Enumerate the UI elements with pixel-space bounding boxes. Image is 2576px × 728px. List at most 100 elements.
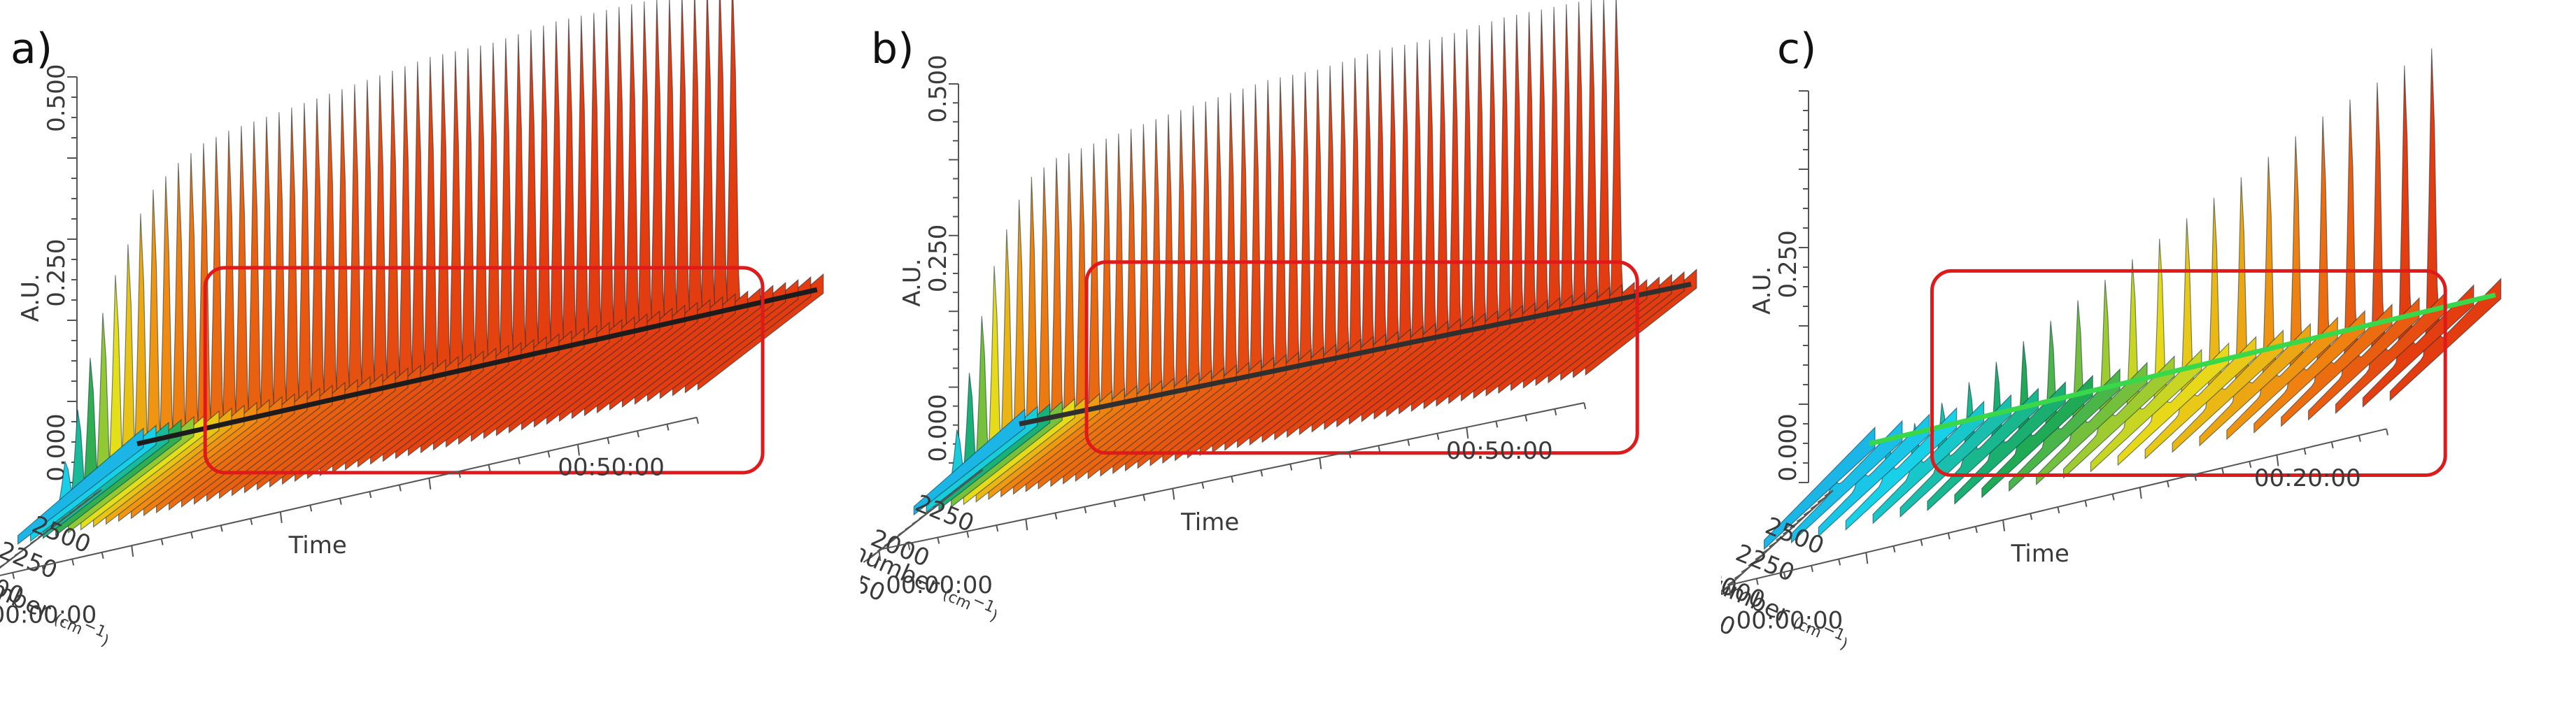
time-minor-tick [1348, 451, 1352, 459]
time-minor-tick [2084, 500, 2088, 507]
x-minor-tick [1824, 490, 1834, 497]
time-minor-tick [2030, 513, 2033, 520]
time-minor-tick [2276, 455, 2279, 466]
highlight-box [203, 266, 765, 475]
x-minor-tick [884, 539, 893, 547]
x-minor-tick [6, 555, 16, 563]
time-minor-tick [428, 478, 432, 490]
x-minor-tick [1741, 566, 1750, 573]
time-minor-tick [666, 424, 670, 431]
time-minor-tick [1495, 421, 1499, 428]
time-minor-tick [2249, 461, 2252, 469]
x-minor-tick [974, 469, 984, 476]
baseline-trace [136, 287, 818, 447]
time-minor-tick [2386, 429, 2389, 436]
x-minor-tick [1748, 559, 1757, 567]
time-axis-title: Time [2011, 540, 2069, 568]
x-minor-tick [946, 491, 956, 498]
time-tick-label: 00:00:00 [886, 571, 993, 599]
x-minor-tick [61, 513, 71, 520]
x-minor-tick [0, 562, 8, 569]
time-tick-label: 00:50:00 [558, 454, 665, 482]
time-minor-tick [1260, 470, 1264, 477]
time-minor-tick [1407, 439, 1410, 446]
surface-slice [1763, 426, 1876, 550]
time-minor-tick [1289, 464, 1293, 471]
x-minor-tick [1803, 508, 1813, 516]
y-tick-label: 0.500 [43, 64, 71, 132]
panel-b-chart: b)0.0000.2500.500A.U.225020001750Wavenum… [788, 0, 1697, 625]
x-minor-tick [1734, 572, 1743, 580]
time-minor-tick [250, 518, 253, 525]
time-axis-title: Time [288, 531, 347, 559]
time-minor-tick [966, 531, 970, 538]
x-minor-tick [919, 513, 928, 520]
time-minor-tick [696, 417, 700, 424]
time-minor-tick [2330, 441, 2334, 449]
time-minor-tick [369, 491, 372, 499]
time-minor-tick [1231, 476, 1234, 483]
surface [913, 0, 1697, 516]
time-minor-tick [1728, 585, 1732, 597]
x-minor-tick [37, 531, 48, 538]
x-minor-tick [1776, 534, 1785, 541]
x-minor-tick [953, 485, 963, 492]
x-minor-tick [932, 501, 942, 509]
time-minor-tick [190, 531, 194, 539]
baseline-trace [1019, 281, 1692, 427]
x-minor-tick [1810, 502, 1820, 510]
time-minor-tick [1466, 427, 1469, 439]
x-minor-tick [898, 529, 907, 536]
time-minor-tick [458, 471, 461, 478]
time-minor-tick [1201, 482, 1205, 489]
time-minor-tick [1974, 526, 1978, 534]
panel-label: a) [10, 24, 52, 73]
time-minor-tick [1378, 445, 1381, 452]
x-minor-tick [53, 519, 63, 527]
y-tick-label: 0.250 [43, 238, 71, 306]
y-tick-label: 0.000 [1774, 413, 1802, 481]
time-minor-tick [1865, 552, 1869, 564]
panel-c-chart: c)0.0000.250A.U.2500225020001750Wavenumb… [1638, 24, 2502, 654]
time-minor-tick [41, 565, 45, 573]
time-minor-tick [12, 572, 15, 579]
time-minor-tick [2166, 480, 2170, 487]
time-minor-tick [996, 524, 999, 532]
time-minor-tick [576, 444, 580, 456]
x-minor-tick [1727, 578, 1736, 586]
time-minor-tick [71, 559, 75, 566]
x-minor-tick [1783, 528, 1792, 535]
x-minor-tick [863, 556, 872, 563]
time-minor-tick [1054, 513, 1058, 520]
time-minor-tick [1838, 559, 1841, 566]
time-minor-tick [2139, 487, 2142, 499]
x-minor-tick [22, 543, 31, 550]
time-minor-tick [1583, 402, 1587, 410]
time-axis-title: Time [1180, 508, 1239, 536]
time-minor-tick [1142, 494, 1146, 501]
x-minor-tick [912, 518, 921, 525]
x-minor-tick [960, 480, 970, 487]
time-minor-tick [1892, 545, 1896, 552]
time-minor-tick [547, 450, 551, 458]
x-minor-tick [29, 537, 39, 545]
baseline-trace [1869, 292, 2496, 446]
time-minor-tick [878, 549, 882, 562]
panel-label: b) [871, 24, 914, 73]
panel-a-chart: a)0.0000.2500.500A.U.2500225020001750Wav… [0, 0, 824, 650]
time-minor-tick [2002, 520, 2006, 531]
y-axis-title: A.U. [17, 273, 45, 322]
x-minor-tick [926, 507, 935, 514]
time-minor-tick [309, 505, 313, 512]
y-tick-label: 0.500 [924, 55, 952, 122]
time-minor-tick [1524, 415, 1528, 422]
x-minor-tick [1817, 496, 1827, 504]
time-minor-tick [1920, 539, 1923, 546]
panel-label: c) [1777, 24, 1816, 73]
time-minor-tick [2358, 435, 2361, 442]
time-minor-tick [1783, 571, 1786, 579]
time-minor-tick [1755, 578, 1759, 585]
x-minor-tick [1796, 515, 1806, 522]
x-minor-tick [1720, 585, 1730, 592]
x-minor-tick [967, 474, 977, 482]
